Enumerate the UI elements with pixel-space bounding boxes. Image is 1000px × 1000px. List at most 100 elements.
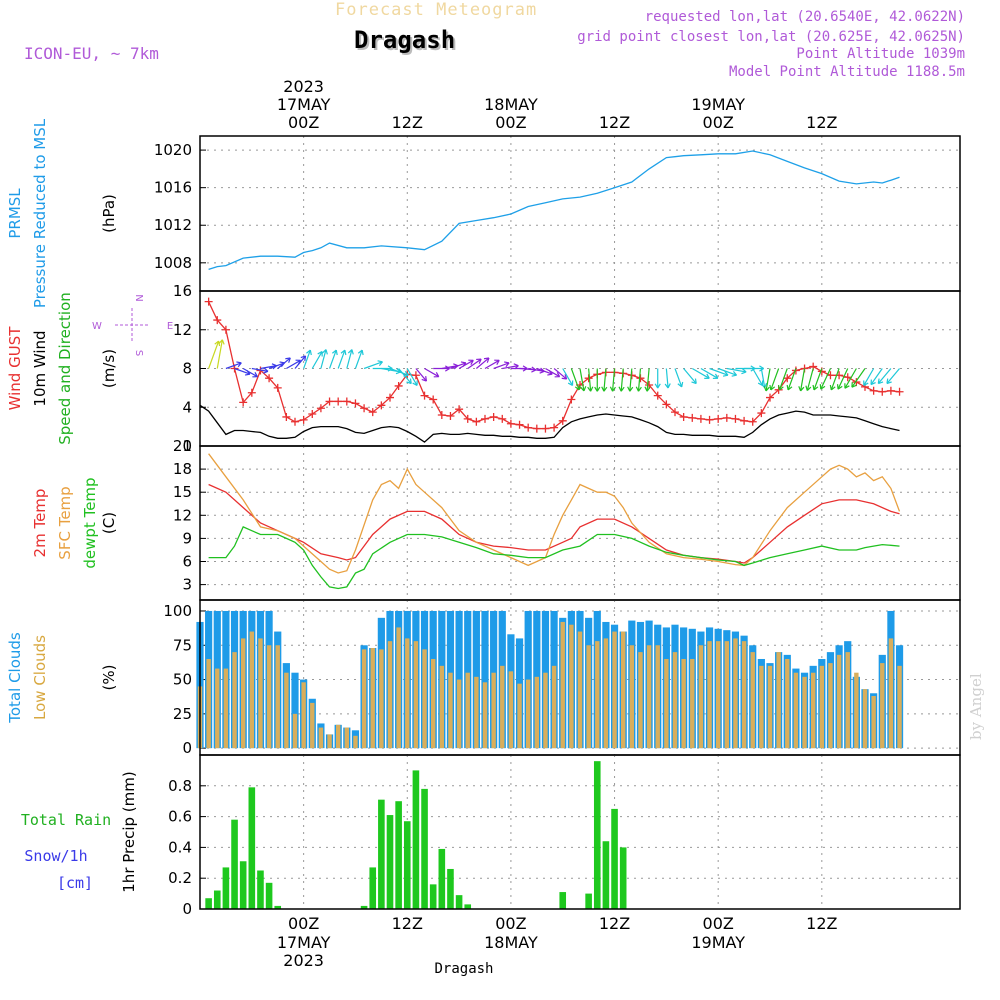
rain-bar <box>559 892 567 909</box>
low-cloud-bar <box>491 672 496 749</box>
compass-west: W <box>92 321 102 332</box>
wind-arrowhead <box>236 361 242 368</box>
temperature-axis-label: (C) <box>100 512 118 534</box>
wind-arrowhead <box>476 358 482 364</box>
low-cloud-bar <box>534 676 540 749</box>
temperature-axis-label: 2m Temp <box>31 489 49 558</box>
temperature-series-line <box>208 453 901 574</box>
gust-marker <box>429 395 438 404</box>
wind-arrow <box>851 368 866 388</box>
wind-arrow <box>415 368 427 382</box>
gust-marker <box>757 409 766 418</box>
wind-arrowhead <box>851 382 857 388</box>
wind-arrowhead <box>677 381 684 388</box>
wind-arrowhead <box>786 384 793 391</box>
wind-axis-label: Speed and Direction <box>56 292 74 445</box>
y-tick-label: 15 <box>173 483 192 501</box>
y-tick-label: 0.6 <box>168 808 192 826</box>
low-cloud-bar <box>215 668 220 749</box>
bottom-time-label: 00Z <box>288 914 319 933</box>
wind-arrow <box>389 367 409 376</box>
y-tick-label: 0.4 <box>168 838 192 856</box>
wind-arrow <box>752 368 764 386</box>
y-tick-label: 1016 <box>154 179 192 197</box>
rain-bar <box>421 788 428 909</box>
wind-arrow <box>242 367 258 378</box>
wind-arrowhead <box>285 357 291 363</box>
wind-arrowhead <box>567 380 574 386</box>
wind-arrowhead <box>877 378 884 385</box>
gust-marker <box>740 416 749 425</box>
station-title: Dragash <box>354 26 456 54</box>
low-cloud-bar <box>586 645 591 749</box>
gust-marker <box>843 373 852 382</box>
rain-bar <box>248 787 256 909</box>
rain-bar <box>265 882 273 909</box>
clouds-axis-label: Low Clouds <box>31 635 49 720</box>
gust-marker <box>653 391 662 400</box>
low-cloud-bar <box>500 665 505 749</box>
wind-arrow <box>806 368 814 391</box>
gust-marker <box>213 316 222 325</box>
bottom-time-label: 12Z <box>599 914 630 933</box>
bottom-date-label: 19MAY <box>691 933 745 952</box>
wind-axis-label: (m/s) <box>100 349 118 388</box>
rain-bar <box>257 870 264 909</box>
gust-marker <box>334 397 343 406</box>
pressure-axis-label: (hPa) <box>100 194 118 233</box>
low-cloud-bar <box>646 645 652 749</box>
wind-arrowhead <box>664 383 671 389</box>
wind-arrowhead <box>412 380 418 386</box>
total-cloud-bar <box>481 610 489 749</box>
gust-marker <box>446 411 455 420</box>
low-cloud-bar <box>474 676 479 749</box>
wind-arrowhead <box>494 359 500 365</box>
gust-marker <box>291 417 299 426</box>
y-tick-label: 0 <box>182 739 192 757</box>
low-cloud-bar <box>802 676 807 749</box>
rain-bar <box>378 799 385 909</box>
gust-marker <box>688 413 697 422</box>
low-cloud-bar <box>854 672 859 749</box>
wind-arrowhead <box>340 349 347 356</box>
low-cloud-bar <box>292 713 298 749</box>
rain-bar <box>231 819 238 909</box>
wind-axis-label: Wind GUST <box>6 326 24 411</box>
wind-arrow <box>820 368 831 390</box>
pressure-axis-label: Pressure Reduced to MSL <box>31 118 49 308</box>
y-tick-label: 1020 <box>154 141 192 159</box>
rain-bar <box>360 905 368 909</box>
gust-marker <box>316 404 325 413</box>
wind-arrowhead <box>704 373 710 379</box>
top-time-label: 00Z <box>495 113 526 132</box>
top-date-label: 19MAY <box>691 95 745 114</box>
gust-marker <box>748 417 757 426</box>
y-tick-label: 0.2 <box>168 869 192 887</box>
wind-arrow <box>646 368 650 392</box>
low-cloud-bar <box>836 654 842 749</box>
wind-arrow <box>268 362 285 370</box>
gust-marker <box>325 397 334 406</box>
wind-arrowhead <box>306 349 312 356</box>
wind-arrowhead <box>769 384 776 391</box>
wind-arrowhead <box>433 372 440 378</box>
wind-arrow <box>611 368 616 392</box>
low-cloud-bar <box>690 658 695 749</box>
wind-arrow <box>830 368 840 391</box>
low-cloud-bar <box>741 641 747 749</box>
low-cloud-bar <box>379 649 384 749</box>
rain-bar <box>403 821 411 909</box>
wind-arrow <box>225 362 242 370</box>
rain-bar <box>386 815 394 909</box>
low-cloud-bar <box>819 665 825 749</box>
wind-arrow <box>346 349 353 369</box>
gust-marker <box>524 423 533 432</box>
gust-marker <box>308 410 317 419</box>
precip-rain-legend: Total Rain <box>21 811 111 829</box>
low-cloud-bar <box>785 658 790 749</box>
wind-arrow <box>700 367 719 379</box>
low-cloud-bar <box>430 658 436 749</box>
wind-arrowhead <box>331 349 338 356</box>
gust-marker <box>705 415 714 424</box>
wind-arrowhead <box>504 361 510 368</box>
